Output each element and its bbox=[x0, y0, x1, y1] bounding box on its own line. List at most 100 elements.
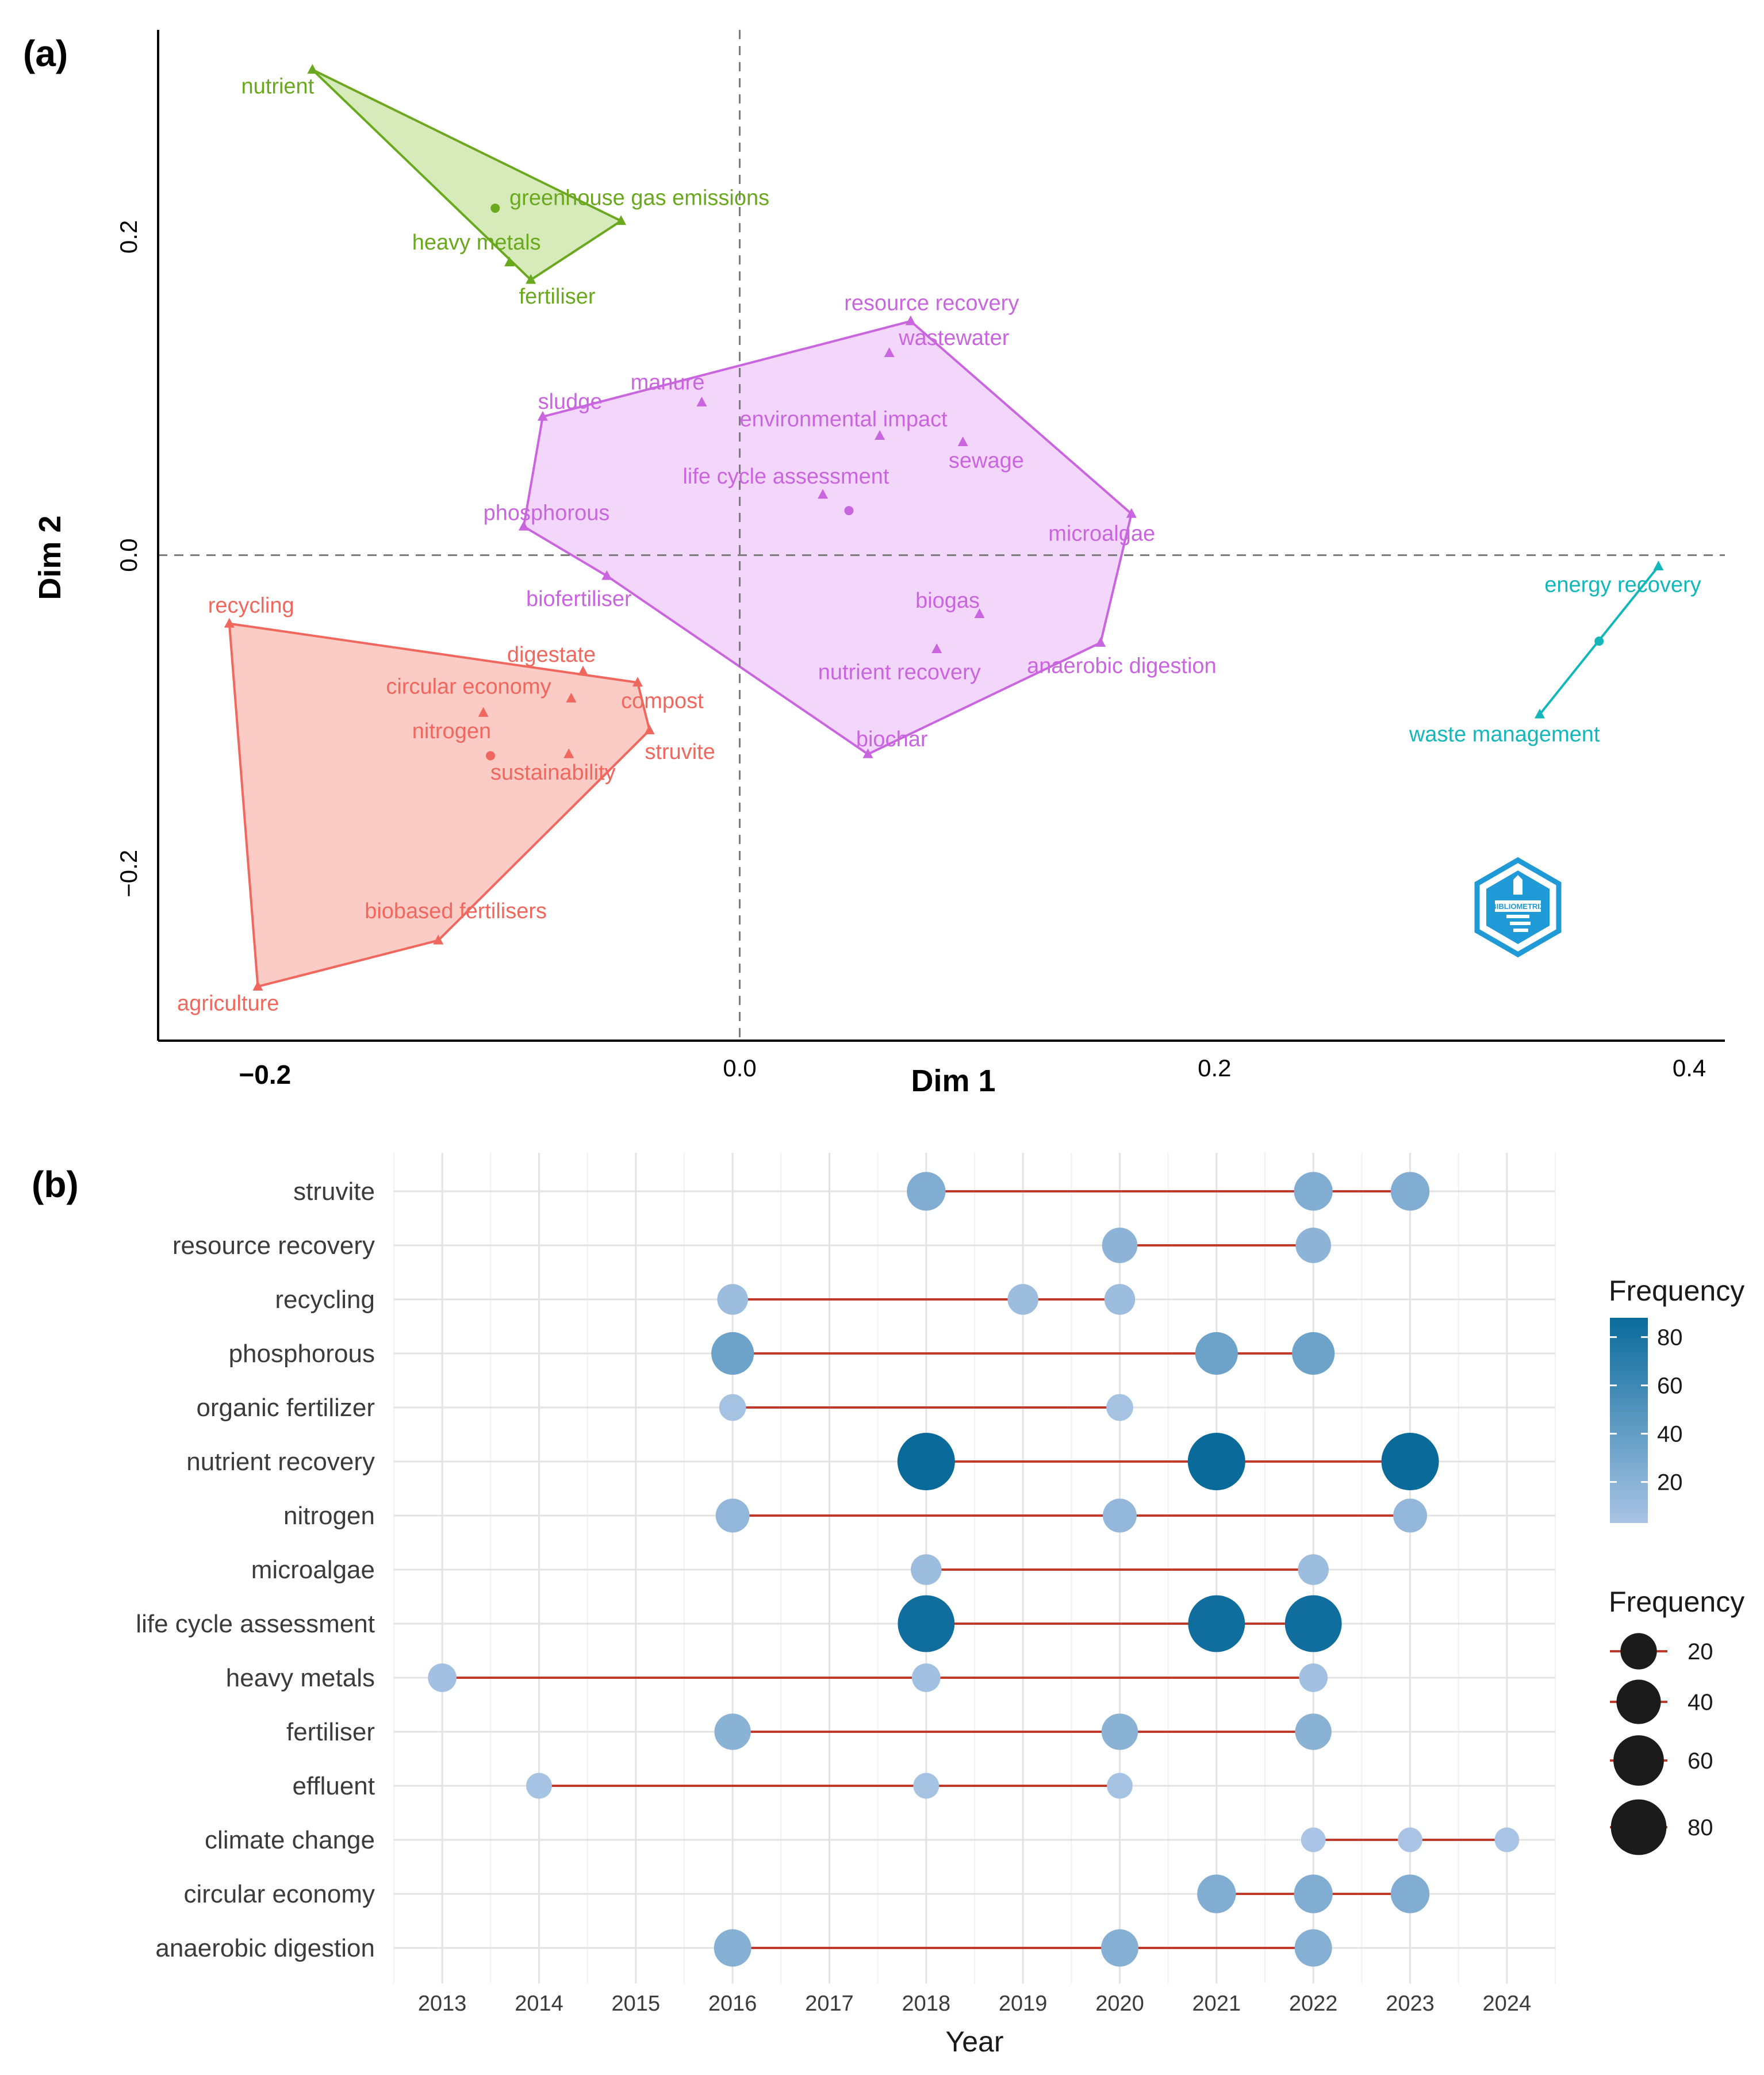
year-label: 2013 bbox=[418, 1992, 467, 2016]
category-label: nutrient recovery bbox=[186, 1448, 375, 1476]
trend-dot bbox=[1393, 1498, 1427, 1533]
keyword-point bbox=[1126, 508, 1137, 518]
keyword-point bbox=[526, 274, 536, 284]
keyword-point bbox=[644, 724, 655, 735]
category-label: microalgae bbox=[251, 1556, 375, 1584]
keyword-label: nutrient bbox=[241, 75, 315, 99]
cluster-hulls bbox=[228, 68, 1659, 988]
x-axis-title-a: Dim 1 bbox=[911, 1064, 995, 1098]
year-label: 2022 bbox=[1289, 1992, 1338, 2016]
keyword-label: phosphorous bbox=[484, 501, 610, 526]
trend-dot bbox=[1390, 1874, 1430, 1913]
category-label: fertiliser bbox=[286, 1718, 375, 1746]
cluster-hull-green bbox=[311, 68, 624, 282]
keyword-label: waste management bbox=[1409, 723, 1600, 747]
year-label: 2016 bbox=[708, 1992, 757, 2016]
keyword-label: resource recovery bbox=[844, 291, 1019, 315]
size-key-dot bbox=[1616, 1679, 1661, 1724]
keyword-point bbox=[957, 436, 968, 447]
trend-dot bbox=[711, 1332, 754, 1375]
keyword-label: circular economy bbox=[386, 674, 551, 699]
keyword-point bbox=[578, 665, 589, 676]
x-tick-label: 0.2 bbox=[1198, 1054, 1231, 1081]
size-key-dot bbox=[1613, 1735, 1664, 1786]
trend-dot bbox=[719, 1394, 746, 1421]
year-label: 2023 bbox=[1386, 1992, 1435, 2016]
keyword-label: greenhouse gas emissions bbox=[509, 186, 769, 210]
keyword-label: sewage bbox=[949, 448, 1024, 473]
panel-a-label: (a) bbox=[23, 33, 68, 74]
category-label: organic fertilizer bbox=[196, 1394, 375, 1422]
size-key-dot bbox=[1620, 1633, 1657, 1670]
category-label: life cycle assessment bbox=[136, 1610, 375, 1638]
bibliometrix-logo: BIBLIOMETRIX bbox=[1474, 857, 1562, 958]
category-label: anaerobic digestion bbox=[155, 1934, 375, 1962]
trend-dot bbox=[714, 1929, 751, 1967]
category-label: effluent bbox=[292, 1772, 375, 1800]
keyword-label: biofertiliser bbox=[526, 587, 632, 611]
trend-dot bbox=[1101, 1713, 1138, 1750]
trend-dot bbox=[1106, 1394, 1133, 1421]
keyword-point bbox=[601, 570, 612, 580]
category-labels: struvite resource recovery recycling phosph… bbox=[136, 1178, 375, 1962]
keyword-point bbox=[518, 520, 529, 531]
size-key-dot bbox=[1610, 1799, 1667, 1855]
keyword-point bbox=[433, 934, 444, 945]
keyword-label: fertiliser bbox=[519, 285, 596, 309]
size-key-label: 40 bbox=[1688, 1690, 1713, 1715]
trend-dot bbox=[526, 1773, 552, 1799]
size-legend-keys: 20 40 60 80 bbox=[1610, 1633, 1713, 1855]
trend-dot bbox=[1195, 1332, 1238, 1375]
keyword-point bbox=[307, 64, 318, 74]
category-label: nitrogen bbox=[283, 1502, 375, 1530]
trend-dot bbox=[913, 1773, 939, 1799]
color-bar bbox=[1610, 1318, 1648, 1523]
trend-dot bbox=[911, 1663, 941, 1692]
keyword-point bbox=[818, 489, 829, 499]
panel-a-axes bbox=[157, 30, 1725, 1042]
keyword-label: struvite bbox=[645, 740, 715, 764]
year-label: 2017 bbox=[805, 1992, 854, 2016]
trend-dot bbox=[1188, 1595, 1245, 1652]
trend-dot bbox=[1295, 1713, 1332, 1750]
x-axis-title-b: Year bbox=[945, 2026, 1003, 2058]
panel-b-label: (b) bbox=[32, 1164, 79, 1205]
trend-dot bbox=[1294, 1874, 1333, 1913]
keyword-label: wastewater bbox=[898, 326, 1010, 350]
trend-dot bbox=[898, 1595, 955, 1652]
x-tick-label: 0.4 bbox=[1673, 1054, 1706, 1081]
keyword-point bbox=[224, 617, 235, 628]
trend-dot bbox=[1294, 1172, 1333, 1211]
category-label: heavy metals bbox=[226, 1664, 375, 1692]
keyword-point bbox=[931, 643, 942, 653]
trend-dot bbox=[1197, 1874, 1236, 1913]
year-labels: 2013 2014 2015 2016 2017 2018 2019 2020 2021 2022… bbox=[418, 1992, 1531, 2016]
trend-dot bbox=[1284, 1595, 1342, 1652]
y-tick-label: 0.2 bbox=[115, 220, 142, 254]
keyword-points bbox=[224, 64, 1664, 991]
trend-dot bbox=[1381, 1433, 1439, 1490]
color-tick-label: 20 bbox=[1657, 1470, 1683, 1495]
keyword-label: nutrient recovery bbox=[818, 661, 981, 685]
trend-dot bbox=[715, 1498, 750, 1533]
keyword-label: microalgae bbox=[1048, 522, 1155, 546]
keyword-point bbox=[632, 677, 643, 687]
category-label: phosphorous bbox=[229, 1340, 375, 1368]
color-tick-label: 40 bbox=[1657, 1422, 1683, 1447]
year-label: 2024 bbox=[1483, 1992, 1532, 2016]
year-label: 2019 bbox=[999, 1992, 1048, 2016]
keyword-point bbox=[844, 506, 854, 516]
cluster-hull-purple bbox=[522, 320, 1133, 755]
reference-lines bbox=[158, 30, 1725, 1041]
trend-dot bbox=[1103, 1498, 1137, 1533]
y-axis-title-a: Dim 2 bbox=[33, 515, 67, 600]
x-tick-label: −0.2 bbox=[239, 1060, 291, 1090]
keyword-point bbox=[478, 707, 489, 717]
trend-dot bbox=[1494, 1827, 1520, 1852]
year-label: 2015 bbox=[612, 1992, 661, 2016]
trend-dot bbox=[911, 1554, 942, 1585]
keyword-label: biobased fertilisers bbox=[365, 899, 547, 923]
keyword-point bbox=[905, 315, 916, 325]
keyword-label: energy recovery bbox=[1544, 573, 1701, 597]
